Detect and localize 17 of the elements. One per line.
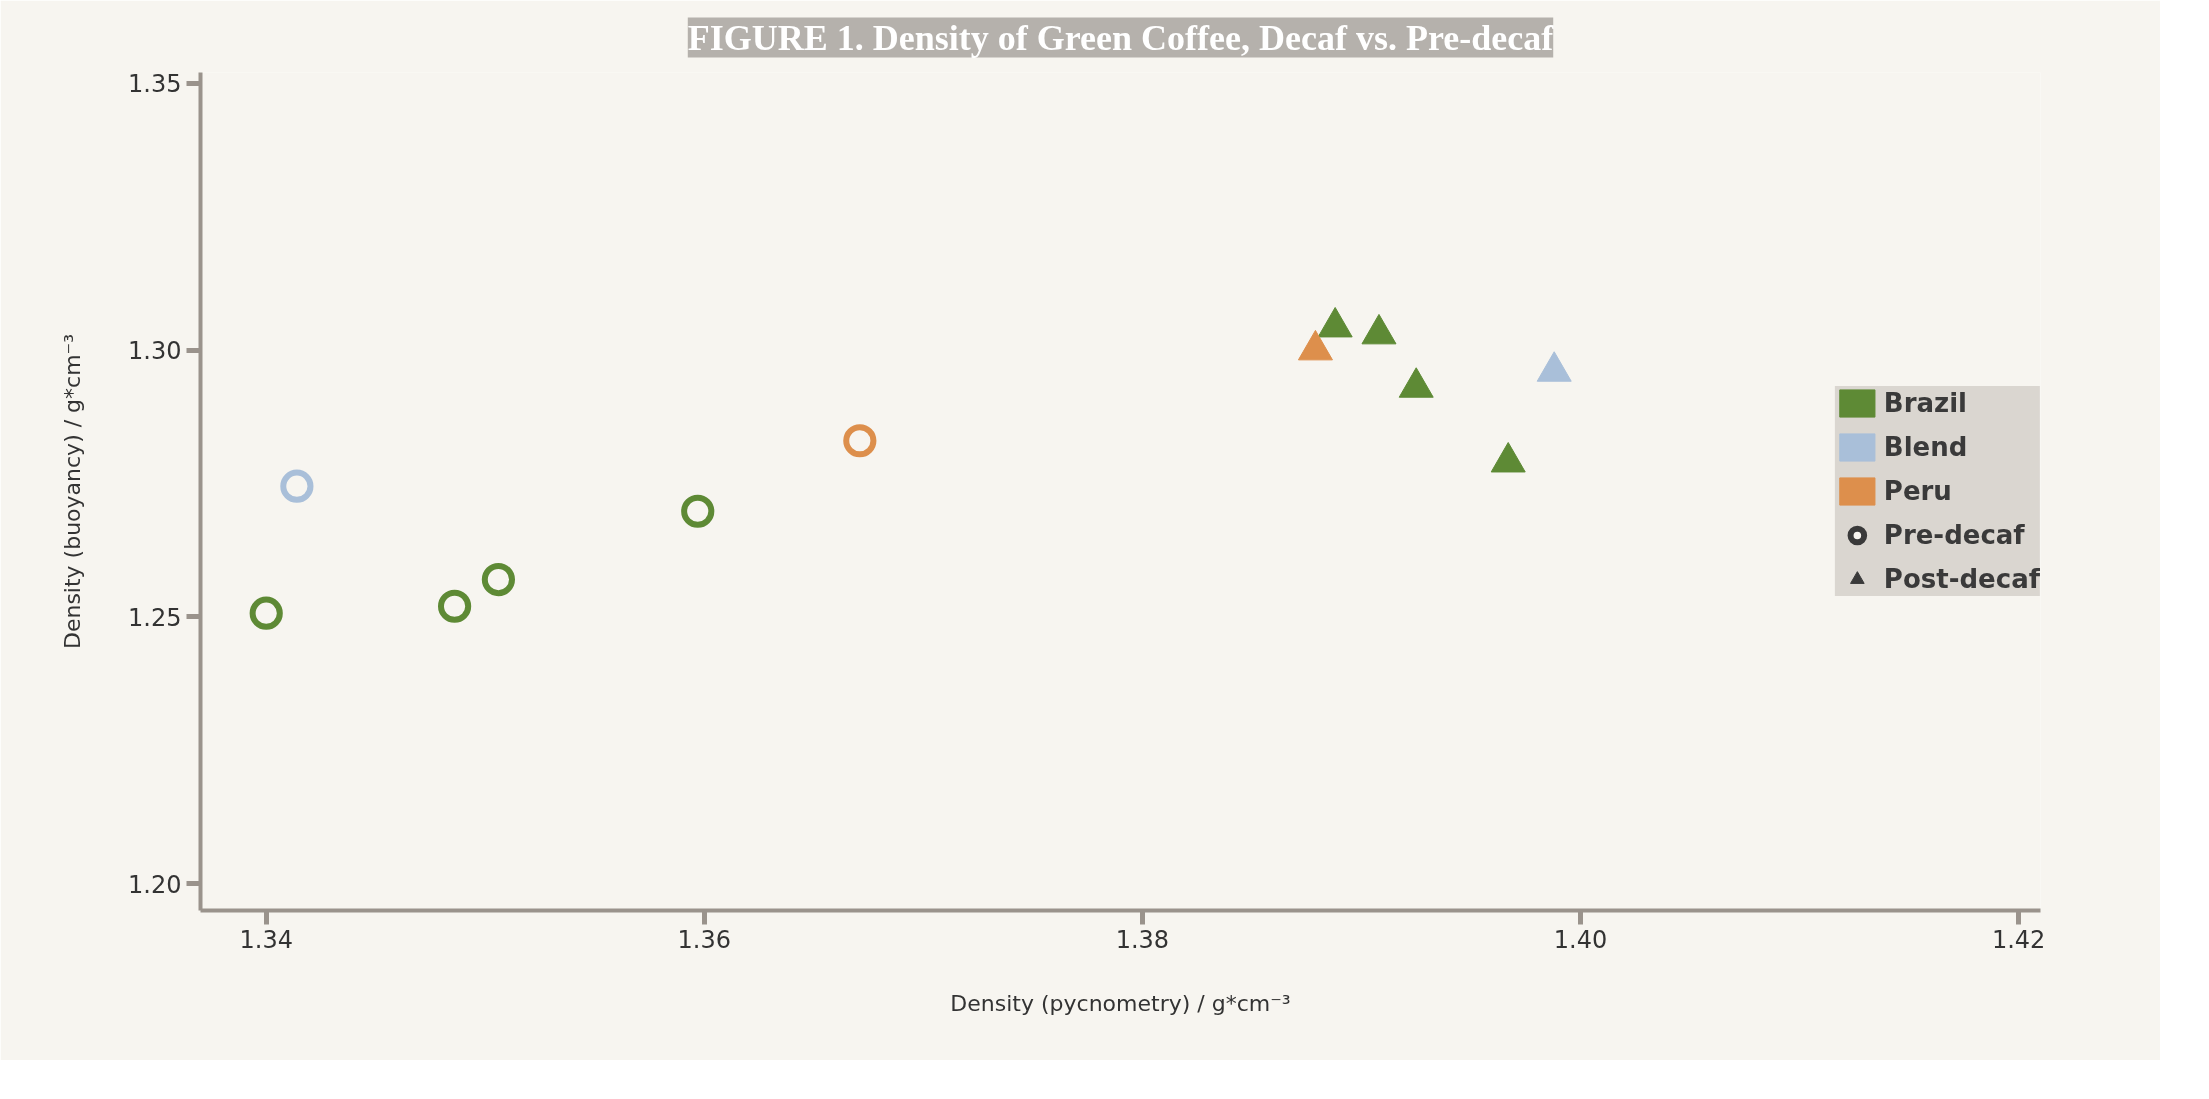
x-axis-title: Density (pycnometry) / g*cm⁻³ [950,990,1291,1016]
y-tick-label: 1.35 [128,70,182,99]
y-tick-label: 1.25 [128,603,182,632]
x-tick-label: 1.40 [1553,925,1608,954]
legend-label: Peru [1883,476,1952,506]
y-tick-label: 1.20 [128,870,182,899]
legend-label: Post-decaf [1883,564,2040,594]
x-tick-label: 1.38 [1115,925,1170,954]
y-tick-label: 1.30 [128,337,182,366]
legend-label: Blend [1883,432,1968,462]
y-axis-title: Density (buoyancy) / g*cm⁻³ [60,333,86,650]
x-tick-label: 1.42 [1991,925,2046,954]
x-tick-label: 1.34 [239,925,293,954]
legend-label: Pre-decaf [1883,520,2025,550]
x-tick-label: 1.36 [677,925,732,954]
legend-label: Brazil [1883,388,1968,418]
chart-title: FIGURE 1. Density of Green Coffee, Decaf vs. Pre-decaf [687,17,1555,58]
